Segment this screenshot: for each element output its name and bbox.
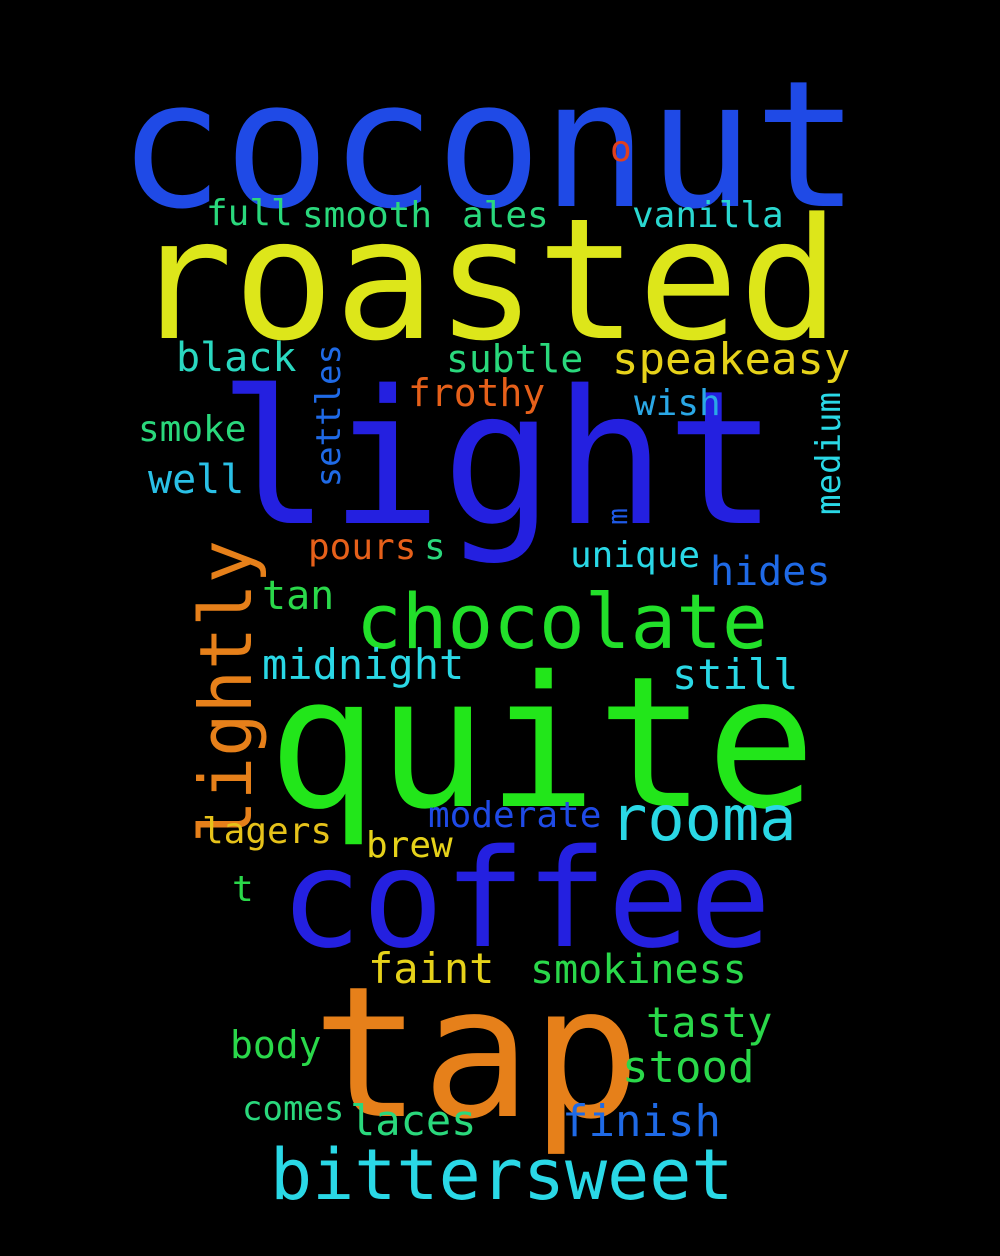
word-smoke: smoke — [138, 409, 247, 450]
word-comes: comes — [242, 1089, 345, 1129]
word-tap: tap — [312, 947, 641, 1159]
word-light: light — [218, 350, 778, 567]
word-medium: medium — [809, 392, 849, 515]
word-o: o — [610, 129, 632, 170]
word-moderate: moderate — [428, 795, 602, 836]
word-wish: wish — [634, 383, 721, 424]
word-tasty: tasty — [646, 998, 773, 1047]
word-pours: pours — [308, 527, 417, 568]
word-smooth: smooth — [302, 195, 433, 236]
word-laces: laces — [350, 1096, 477, 1145]
word-full: full — [206, 193, 293, 234]
word-black: black — [176, 335, 297, 381]
word-chocolate: chocolate — [356, 577, 768, 666]
word-rooma: rooma — [610, 782, 797, 855]
word-m: m — [601, 508, 634, 525]
word-ales: ales — [462, 195, 549, 236]
word-roasted: roasted — [132, 182, 841, 378]
word-still: still — [672, 650, 799, 699]
word-subtle: subtle — [446, 337, 584, 381]
word-hides: hides — [710, 549, 831, 595]
word-vanilla: vanilla — [632, 195, 784, 236]
word-coffee: coffee — [280, 821, 772, 979]
word-lightly: lightly — [184, 540, 268, 844]
word-faint: faint — [368, 944, 495, 993]
word-smokiness: smokiness — [530, 947, 747, 993]
word-speakeasy: speakeasy — [612, 334, 851, 385]
word-bittersweet: bittersweet — [270, 1134, 734, 1216]
word-well: well — [148, 457, 245, 503]
word-tan: tan — [262, 573, 335, 619]
word-s: s — [424, 527, 446, 568]
word-unique: unique — [570, 535, 701, 576]
word-finish: finish — [562, 1096, 721, 1147]
word-frothy: frothy — [408, 371, 546, 415]
word-stood: stood — [622, 1042, 755, 1093]
word-midnight: midnight — [262, 640, 465, 689]
word-brew: brew — [366, 825, 453, 866]
word-coconut: coconut — [118, 43, 860, 248]
word-quite: quite — [268, 637, 816, 849]
word-body: body — [230, 1023, 322, 1067]
word-t: t — [232, 869, 254, 910]
word-lagers: lagers — [202, 811, 333, 852]
